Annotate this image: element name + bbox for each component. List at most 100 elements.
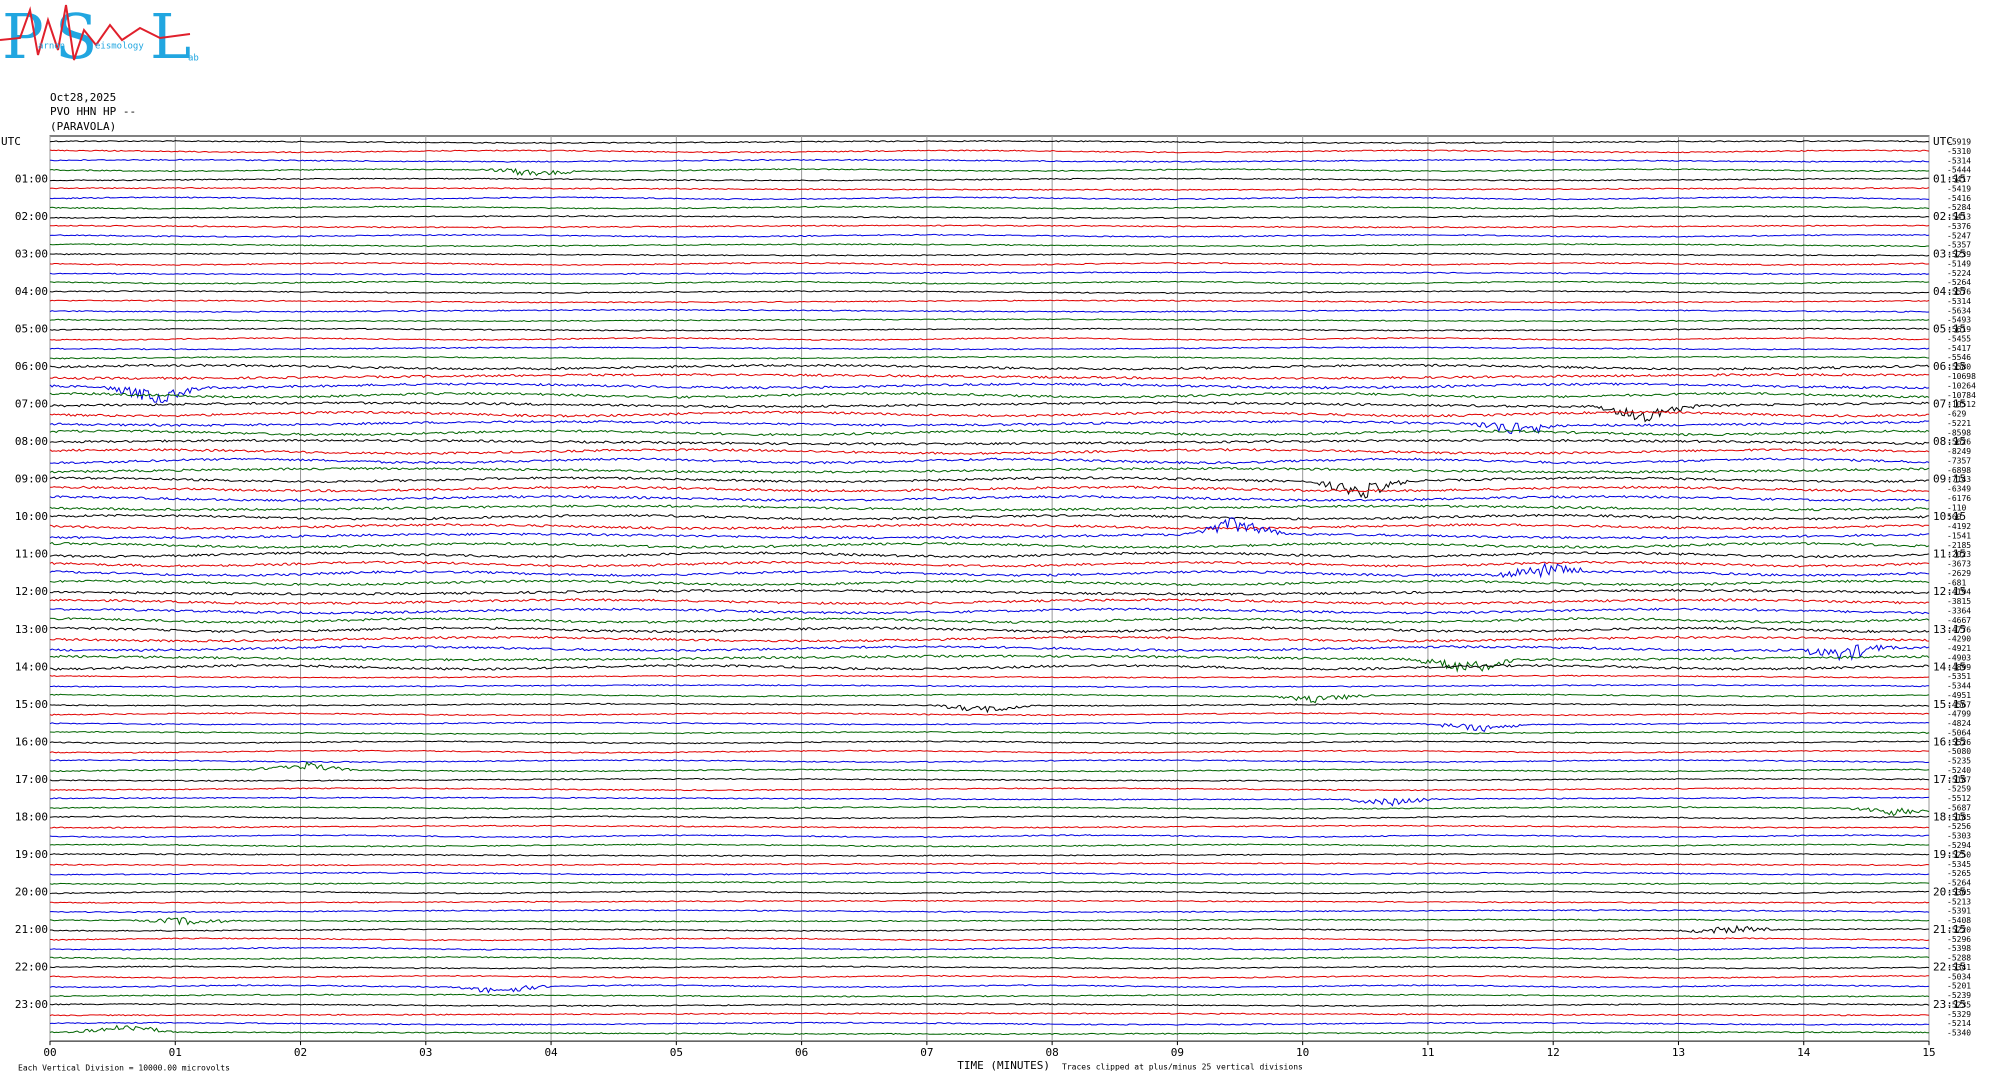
trace bbox=[49, 494, 1930, 502]
trace bbox=[49, 815, 1930, 820]
trace-offset: -4921 bbox=[1947, 644, 1971, 653]
trace bbox=[49, 721, 1930, 733]
trace bbox=[49, 834, 1930, 839]
hour-label-left: 21:00 bbox=[15, 923, 48, 936]
trace bbox=[49, 1021, 1930, 1026]
trace bbox=[49, 337, 1930, 341]
plot-frame bbox=[49, 135, 1930, 1042]
trace bbox=[49, 355, 1930, 360]
trace bbox=[49, 438, 1930, 446]
trace-offset: -4799 bbox=[1947, 710, 1971, 719]
hour-label-left: 17:00 bbox=[15, 773, 48, 786]
hour-label-left: 18:00 bbox=[15, 810, 48, 823]
trace bbox=[49, 843, 1930, 848]
trace bbox=[49, 158, 1930, 163]
hour-label-right: 07:15 bbox=[1933, 398, 1966, 411]
hour-label-left: 20:00 bbox=[15, 885, 48, 898]
trace-offset: -4951 bbox=[1947, 691, 1971, 700]
trace bbox=[49, 654, 1930, 673]
trace bbox=[49, 410, 1929, 418]
trace-offset: -5455 bbox=[1947, 334, 1971, 343]
scale-note: Each Vertical Division = 10000.00 microv… bbox=[18, 1064, 230, 1073]
trace-offset: -5256 bbox=[1947, 822, 1971, 831]
trace-offset: -5310 bbox=[1947, 147, 1971, 156]
trace bbox=[49, 290, 1930, 295]
hour-label-right: 20:15 bbox=[1933, 885, 1966, 898]
trace bbox=[49, 993, 1930, 998]
trace-offset: -5224 bbox=[1947, 269, 1971, 278]
trace-offset: -8249 bbox=[1947, 447, 1971, 456]
trace bbox=[49, 243, 1929, 248]
trace-offset: -5247 bbox=[1947, 231, 1971, 240]
trace-offset: -5634 bbox=[1947, 306, 1971, 315]
trace-offset: -5259 bbox=[1947, 785, 1971, 794]
hour-label-right: 18:15 bbox=[1933, 810, 1966, 823]
trace-offset: -5149 bbox=[1947, 259, 1971, 268]
hour-label-right: 14:15 bbox=[1933, 660, 1966, 673]
trace-offset: -5413 bbox=[1947, 213, 1971, 222]
trace bbox=[49, 1002, 1930, 1007]
trace-offset: -681 bbox=[1947, 578, 1966, 587]
trace bbox=[49, 730, 1930, 735]
x-tick-label: 15 bbox=[1922, 1046, 1935, 1059]
trace-offset: -3364 bbox=[1947, 607, 1971, 616]
hour-label-left: UTC bbox=[1, 135, 21, 148]
x-tick-label: 01 bbox=[169, 1046, 182, 1059]
trace bbox=[49, 541, 1930, 549]
trace-offset: -5213 bbox=[1947, 897, 1971, 906]
trace bbox=[49, 598, 1930, 606]
trace-offset: -5288 bbox=[1947, 954, 1971, 963]
logo-word: arnon bbox=[38, 42, 65, 52]
x-tick-label: 09 bbox=[1171, 1046, 1184, 1059]
trace bbox=[49, 485, 1930, 493]
trace-offset: -5220 bbox=[1947, 925, 1971, 934]
trace-offset: -5526 bbox=[1947, 738, 1971, 747]
trace-offset: -5201 bbox=[1947, 982, 1971, 991]
trace-offset: -5626 bbox=[1947, 438, 1971, 447]
trace-offset: -6349 bbox=[1947, 485, 1971, 494]
trace bbox=[49, 674, 1930, 679]
trace bbox=[49, 588, 1930, 596]
hour-label-right: 11:15 bbox=[1933, 548, 1966, 561]
hour-label-left: 06:00 bbox=[15, 360, 48, 373]
hour-label-right: 04:15 bbox=[1933, 285, 1966, 298]
trace bbox=[49, 862, 1930, 867]
x-tick-label: 11 bbox=[1421, 1046, 1434, 1059]
trace bbox=[49, 777, 1930, 782]
grid bbox=[49, 135, 1930, 1046]
trace-offset: -5329 bbox=[1947, 1010, 1971, 1019]
trace bbox=[49, 215, 1930, 220]
trace bbox=[49, 909, 1930, 914]
trace-offset: -5187 bbox=[1947, 775, 1971, 784]
trace-offset: -5351 bbox=[1947, 672, 1971, 681]
trace-offset: 560 bbox=[1947, 513, 1962, 522]
trace bbox=[49, 796, 1930, 807]
hour-label-left: 05:00 bbox=[15, 323, 48, 336]
trace bbox=[49, 560, 1930, 568]
trace-offset: -5341 bbox=[1947, 963, 1971, 972]
x-tick-label: 04 bbox=[544, 1046, 558, 1059]
trace-offset: -5296 bbox=[1947, 935, 1971, 944]
trace-offset: -5265 bbox=[1947, 869, 1971, 878]
trace bbox=[49, 401, 1930, 423]
trace bbox=[50, 759, 1930, 764]
trace-offset: -7357 bbox=[1947, 456, 1971, 465]
trace bbox=[49, 382, 1930, 404]
location: (PARAVOLA) bbox=[50, 120, 116, 133]
trace-offset: -1541 bbox=[1947, 531, 1971, 540]
trace-offset: -5687 bbox=[1947, 803, 1971, 812]
trace-offset: -5250 bbox=[1947, 850, 1971, 859]
hour-label-left: 23:00 bbox=[15, 998, 48, 1011]
trace-offset: -5284 bbox=[1947, 203, 1971, 212]
trace bbox=[49, 824, 1930, 829]
hour-label-left: 12:00 bbox=[15, 585, 48, 598]
x-tick-label: 14 bbox=[1797, 1046, 1811, 1059]
hour-label-right: 21:15 bbox=[1933, 923, 1966, 936]
hour-label-left: 04:00 bbox=[15, 285, 48, 298]
trace bbox=[49, 974, 1929, 979]
trace bbox=[49, 308, 1930, 313]
trace-offset: -5416 bbox=[1947, 194, 1971, 203]
trace bbox=[49, 551, 1930, 559]
trace bbox=[49, 457, 1930, 465]
